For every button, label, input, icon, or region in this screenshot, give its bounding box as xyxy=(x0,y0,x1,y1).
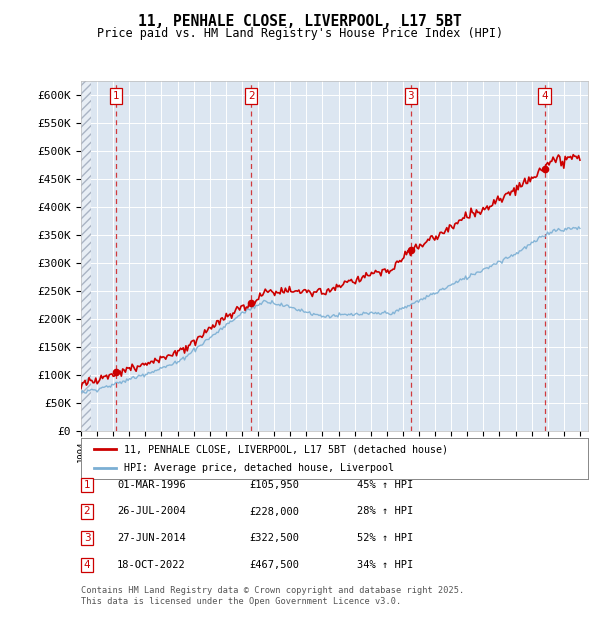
Text: £322,500: £322,500 xyxy=(249,533,299,543)
Text: 1: 1 xyxy=(83,480,91,490)
Text: £105,950: £105,950 xyxy=(249,480,299,490)
Text: 27-JUN-2014: 27-JUN-2014 xyxy=(117,533,186,543)
Text: This data is licensed under the Open Government Licence v3.0.: This data is licensed under the Open Gov… xyxy=(81,597,401,606)
Text: 11, PENHALE CLOSE, LIVERPOOL, L17 5BT (detached house): 11, PENHALE CLOSE, LIVERPOOL, L17 5BT (d… xyxy=(124,444,448,454)
Text: £467,500: £467,500 xyxy=(249,560,299,570)
Text: 3: 3 xyxy=(83,533,91,543)
Text: 01-MAR-1996: 01-MAR-1996 xyxy=(117,480,186,490)
Text: 2: 2 xyxy=(83,507,91,516)
Text: £228,000: £228,000 xyxy=(249,507,299,516)
Text: 4: 4 xyxy=(83,560,91,570)
Text: 45% ↑ HPI: 45% ↑ HPI xyxy=(357,480,413,490)
Text: 52% ↑ HPI: 52% ↑ HPI xyxy=(357,533,413,543)
Text: 34% ↑ HPI: 34% ↑ HPI xyxy=(357,560,413,570)
Text: 28% ↑ HPI: 28% ↑ HPI xyxy=(357,507,413,516)
Text: 2: 2 xyxy=(248,91,254,101)
Text: 11, PENHALE CLOSE, LIVERPOOL, L17 5BT: 11, PENHALE CLOSE, LIVERPOOL, L17 5BT xyxy=(138,14,462,29)
Text: 1: 1 xyxy=(113,91,119,101)
Text: 4: 4 xyxy=(541,91,548,101)
Text: Price paid vs. HM Land Registry's House Price Index (HPI): Price paid vs. HM Land Registry's House … xyxy=(97,27,503,40)
Text: 3: 3 xyxy=(407,91,414,101)
Text: HPI: Average price, detached house, Liverpool: HPI: Average price, detached house, Live… xyxy=(124,463,394,473)
Text: 18-OCT-2022: 18-OCT-2022 xyxy=(117,560,186,570)
Text: Contains HM Land Registry data © Crown copyright and database right 2025.: Contains HM Land Registry data © Crown c… xyxy=(81,586,464,595)
Text: 26-JUL-2004: 26-JUL-2004 xyxy=(117,507,186,516)
